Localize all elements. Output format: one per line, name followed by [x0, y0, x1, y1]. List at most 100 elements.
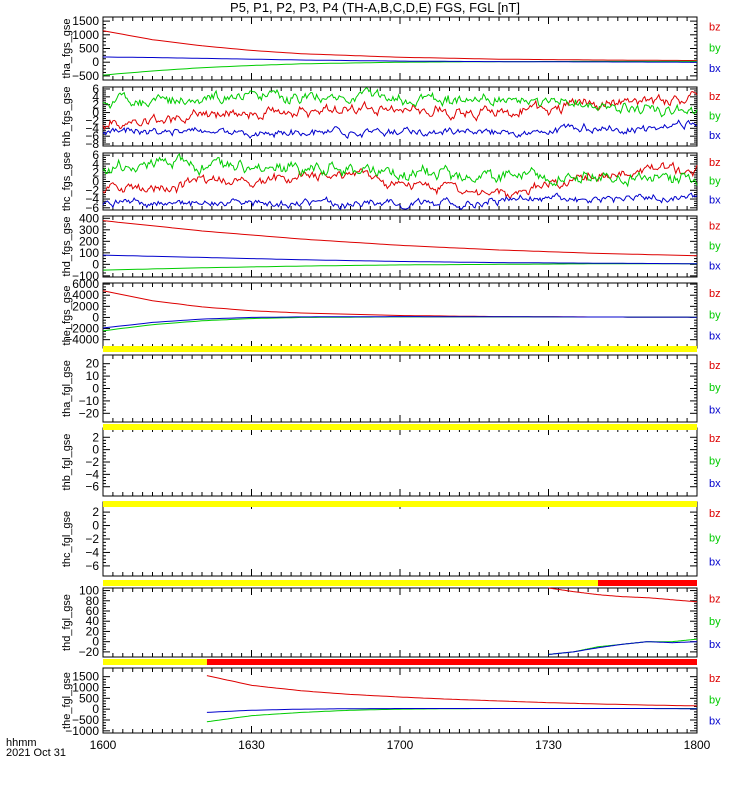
- y-tick-label: 80: [86, 594, 100, 608]
- series-line-bz: [102, 30, 698, 62]
- status-bar-yellow: [103, 424, 697, 430]
- series-line-bx: [102, 192, 698, 211]
- panel-frame: [102, 427, 698, 497]
- series-line-bx: [102, 254, 698, 265]
- y-tick-label: 0: [92, 519, 99, 533]
- y-axis-label: thd_fgl_gse: [61, 594, 73, 651]
- chart-title: P5, P1, P2, P3, P4 (TH-A,B,C,D,E) FGS, F…: [230, 0, 520, 15]
- y-tick-label: 500: [79, 42, 99, 56]
- y-tick-label: −8: [85, 137, 99, 151]
- panel-frame: [102, 16, 698, 81]
- y-tick-label: −10: [79, 394, 100, 408]
- y-tick-label: 2: [92, 98, 99, 112]
- series-line-bz: [102, 161, 698, 200]
- series-line-bx: [102, 119, 698, 139]
- y-tick-label: 0: [92, 175, 99, 189]
- y-tick-label: −4000: [65, 333, 99, 347]
- legend-bx: bx: [709, 639, 721, 651]
- y-tick-label: −2: [85, 455, 99, 469]
- y-axis-label: thc_fgs_gse: [61, 152, 73, 211]
- y-tick-label: 100: [79, 584, 99, 598]
- y-tick-label: 400: [79, 211, 99, 225]
- series-line-by: [206, 708, 697, 723]
- legend-by: by: [709, 176, 721, 188]
- legend-bx: bx: [709, 716, 721, 728]
- y-tick-label: 500: [79, 691, 99, 705]
- y-tick-label: 4000: [72, 288, 99, 302]
- series-line-bx: [102, 316, 697, 329]
- y-tick-label: 0: [92, 382, 99, 396]
- y-tick-label: −1000: [65, 724, 99, 738]
- y-tick-label: 0: [92, 310, 99, 324]
- legend-bx: bx: [709, 557, 721, 569]
- x-tick-label: 1630: [238, 738, 265, 752]
- y-tick-label: 6: [92, 82, 99, 96]
- panel-thc-fgl-gse: 20−2−4−6 thc_fgl_gse bz by bx: [61, 501, 721, 577]
- legend-bz: bz: [709, 433, 721, 445]
- legend-by: by: [709, 42, 721, 54]
- y-tick-label: −6: [85, 201, 99, 215]
- series-line-bx: [548, 641, 697, 655]
- legend-bx: bx: [709, 331, 721, 343]
- y-tick-label: 6: [92, 148, 99, 162]
- y-tick-label: −4: [85, 467, 99, 481]
- legend-bz: bz: [709, 593, 721, 605]
- y-tick-label: 2: [92, 505, 99, 519]
- legend-bz: bz: [709, 673, 721, 685]
- legend-by: by: [709, 456, 721, 468]
- status-bar-yellow: [103, 501, 697, 507]
- legend-by: by: [709, 616, 721, 628]
- legend-bz: bz: [709, 220, 721, 232]
- y-axis-label: thb_fgs_gse: [61, 87, 73, 147]
- status-bar-red: [206, 659, 697, 665]
- y-tick-label: 0: [92, 106, 99, 120]
- panel-thb-fgl-gse: 20−2−4−6 thb_fgl_gse bz by bx: [61, 424, 721, 497]
- legend-by: by: [709, 240, 721, 252]
- y-tick-label: −2000: [65, 322, 99, 336]
- y-tick-label: 100: [79, 246, 99, 260]
- y-tick-label: 0: [92, 702, 99, 716]
- panel-frame: [102, 354, 698, 423]
- panel-frame: [102, 667, 698, 734]
- legend-by: by: [709, 694, 721, 706]
- legend-bz: bz: [709, 288, 721, 300]
- y-tick-label: 2: [92, 430, 99, 444]
- y-tick-label: −20: [79, 645, 100, 659]
- y-tick-label: 1000: [72, 28, 99, 42]
- y-axis-label: tha_fgs_gse: [61, 19, 73, 79]
- y-tick-label: 1500: [72, 670, 99, 684]
- status-bar-red: [598, 580, 697, 586]
- y-tick-label: −2: [85, 113, 99, 127]
- status-bar-yellow: [103, 346, 697, 352]
- y-axis-label: the_fgs_gse: [61, 286, 73, 346]
- legend-bz: bz: [709, 157, 721, 169]
- y-tick-label: −2: [85, 532, 99, 546]
- panel-frame: [102, 86, 698, 147]
- y-tick-label: 20: [86, 357, 100, 371]
- legend-by: by: [709, 532, 721, 544]
- y-tick-label: 2000: [72, 299, 99, 313]
- y-tick-label: −6: [85, 129, 99, 143]
- legend-bx: bx: [709, 130, 721, 142]
- y-tick-label: 4: [92, 157, 99, 171]
- y-tick-label: 0: [92, 443, 99, 457]
- y-axis-label: thb_fgl_gse: [61, 434, 73, 491]
- series-line-by: [102, 263, 697, 271]
- series-line-bz: [102, 91, 698, 131]
- y-tick-label: 2: [92, 166, 99, 180]
- y-tick-label: −4: [85, 121, 99, 135]
- y-tick-label: 300: [79, 223, 99, 237]
- y-tick-label: 20: [86, 624, 100, 638]
- y-tick-label: −4: [85, 192, 99, 206]
- series-line-by: [102, 87, 698, 118]
- legend-bz: bz: [709, 22, 721, 34]
- x-tick-label: 1600: [90, 738, 117, 752]
